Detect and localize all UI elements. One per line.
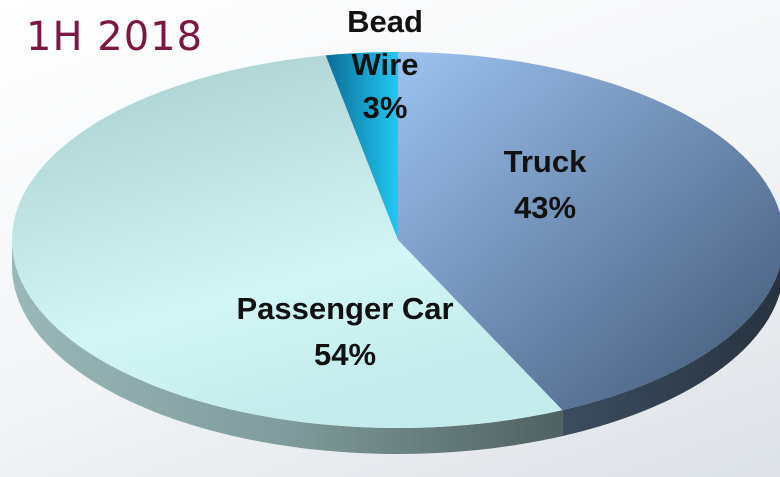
value-label: 3% xyxy=(362,90,408,125)
slice-label: Passenger Car 54% xyxy=(195,286,495,378)
category-label: Bead Wire xyxy=(347,4,423,82)
slice-label: Truck 43% xyxy=(465,139,625,231)
category-label: Truck xyxy=(503,144,587,179)
slice xyxy=(12,55,563,428)
slice-side xyxy=(12,240,563,454)
chart-title: 1H 2018 xyxy=(26,14,204,60)
category-label: Passenger Car xyxy=(236,291,454,326)
slice-label: Bead Wire 3% xyxy=(335,0,435,129)
value-label: 54% xyxy=(313,337,377,372)
value-label: 43% xyxy=(513,190,577,225)
slice-side xyxy=(562,266,780,437)
slice xyxy=(325,52,398,240)
slice xyxy=(398,52,780,411)
